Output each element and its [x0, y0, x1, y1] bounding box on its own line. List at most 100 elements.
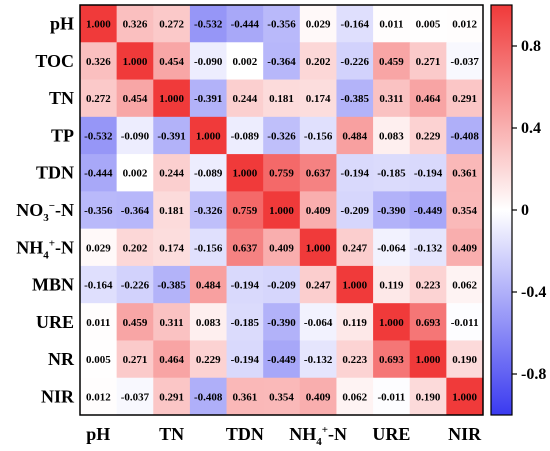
heatmap-cell — [446, 228, 484, 267]
heatmap-cell — [226, 5, 264, 43]
cell-value-label: 0.174 — [306, 93, 331, 105]
heatmap-cell — [80, 191, 118, 230]
cell-value-label: 0.002 — [232, 56, 257, 68]
cell-value-label: 0.229 — [416, 130, 441, 142]
cell-value-label: 0.202 — [123, 242, 148, 254]
heatmap-cell — [446, 79, 484, 118]
cell-value-label: 1.000 — [379, 317, 404, 329]
heatmap-cell — [409, 191, 447, 230]
cell-value-label: 0.354 — [269, 391, 294, 403]
heatmap-cell — [409, 79, 447, 118]
cell-value-label: 0.272 — [159, 19, 184, 31]
row-label: TDN — [36, 163, 74, 183]
cell-value-label: 0.011 — [379, 19, 403, 31]
column-label: pH — [86, 424, 110, 444]
heatmap-cell — [336, 42, 374, 81]
cell-value-label: -0.194 — [341, 168, 370, 180]
heatmap-cell — [263, 79, 301, 118]
heatmap-cell — [80, 116, 118, 155]
cell-value-label: -0.391 — [194, 93, 222, 105]
cell-value-label: 0.083 — [196, 317, 221, 329]
cell-value-label: 1.000 — [159, 93, 184, 105]
colorbar-tick-label: 0 — [521, 202, 529, 219]
row-label-suffix: -N — [55, 237, 74, 257]
heatmap-cell — [373, 340, 411, 379]
cell-value-label: 0.271 — [416, 56, 441, 68]
cell-value-label: 0.637 — [232, 242, 257, 254]
cell-value-label: 0.361 — [232, 391, 257, 403]
heatmap-cell — [409, 265, 447, 304]
cell-value-label: -0.064 — [377, 242, 406, 254]
cell-value-label: 0.464 — [159, 354, 184, 366]
heatmap-cell — [80, 79, 118, 118]
cell-value-label: 0.409 — [306, 391, 331, 403]
cell-value-label: -0.364 — [267, 56, 296, 68]
heatmap-cell — [263, 191, 301, 230]
heatmap-cell — [299, 5, 337, 43]
heatmap-cell — [299, 191, 337, 230]
heatmap-cell — [446, 42, 484, 81]
heatmap-cell — [373, 228, 411, 267]
cell-value-label: 0.005 — [416, 19, 441, 31]
cell-value-label: 0.083 — [379, 130, 404, 142]
column-label-base: TDN — [226, 424, 264, 444]
cell-value-label: 0.311 — [160, 317, 184, 329]
heatmap-cell — [80, 228, 118, 267]
heatmap-cell — [299, 303, 337, 341]
column-label-suffix: -N — [328, 424, 347, 444]
heatmap-cell — [153, 42, 191, 81]
row-label-base: TN — [49, 88, 74, 108]
heatmap-cell — [153, 154, 191, 192]
heatmap-cell — [116, 5, 154, 43]
cell-value-label: 1.000 — [232, 168, 257, 180]
cell-value-label: -0.132 — [304, 354, 333, 366]
heatmap-cell — [226, 340, 264, 379]
cell-value-label: -0.089 — [231, 130, 260, 142]
heatmap-cell — [80, 265, 118, 304]
cell-value-label: -0.090 — [194, 56, 223, 68]
cell-value-label: -0.449 — [267, 354, 296, 366]
cell-value-label: 0.244 — [232, 93, 257, 105]
heatmap-cell — [373, 5, 411, 43]
cell-value-label: 0.291 — [159, 391, 184, 403]
cell-value-label: 1.000 — [306, 242, 331, 254]
cell-value-label: -0.089 — [194, 168, 223, 180]
cell-value-label: 0.011 — [86, 317, 110, 329]
heatmap-cell — [153, 340, 191, 379]
column-label: NH4+-N — [289, 424, 347, 448]
row-label-base: TP — [51, 125, 74, 145]
heatmap-cell — [226, 79, 264, 118]
cell-value-label: -0.444 — [84, 168, 113, 180]
colorbar-tick-label: -0.4 — [521, 284, 546, 301]
heatmap-cell — [409, 5, 447, 43]
cell-value-label: -0.226 — [121, 280, 150, 292]
cell-value-label: -0.444 — [231, 19, 260, 31]
cell-value-label: 0.637 — [306, 168, 331, 180]
heatmap-cell — [80, 340, 118, 379]
cell-value-label: 0.354 — [452, 205, 477, 217]
cell-value-label: 0.029 — [306, 19, 331, 31]
heatmap-cell — [153, 116, 191, 155]
heatmap-cell — [373, 265, 411, 304]
heatmap-cell — [80, 5, 118, 43]
cell-value-label: -0.226 — [341, 56, 370, 68]
cell-value-label: 1.000 — [452, 391, 477, 403]
heatmap-cell — [446, 5, 484, 43]
heatmap-cell — [263, 116, 301, 155]
cell-value-label: -0.164 — [84, 280, 113, 292]
cell-value-label: 0.454 — [123, 93, 148, 105]
cell-value-label: 0.459 — [123, 317, 148, 329]
row-label: NO3−-N — [16, 200, 74, 224]
cell-value-label: -0.326 — [194, 205, 223, 217]
cell-value-label: -0.194 — [231, 280, 260, 292]
cell-value-label: 0.190 — [452, 354, 477, 366]
heatmap-cell — [446, 265, 484, 304]
heatmap-cell — [189, 265, 228, 304]
column-labels: pH TN TDN NH4+-N URE NIR — [86, 424, 482, 448]
cell-value-label: -0.132 — [414, 242, 443, 254]
heatmap-cell — [226, 191, 264, 230]
cell-value-label: -0.390 — [377, 205, 406, 217]
column-label-subscript: 4 — [316, 436, 322, 448]
column-label-base: NIR — [448, 424, 482, 444]
heatmap-cell — [80, 377, 118, 416]
